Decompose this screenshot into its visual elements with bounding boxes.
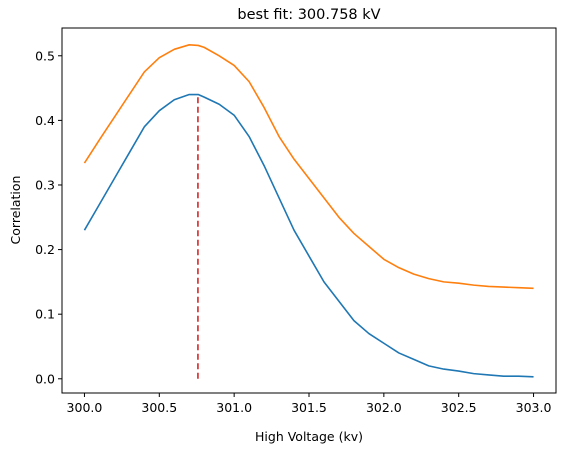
y-tick-label: 0.4 [35, 113, 55, 128]
x-axis-label: High Voltage (kv) [255, 429, 363, 444]
x-tick-label: 301.0 [216, 400, 252, 415]
y-tick-label: 0.0 [35, 371, 55, 386]
y-tick-label: 0.3 [35, 177, 55, 192]
y-tick-label: 0.5 [35, 48, 55, 63]
x-tick-label: 302.0 [366, 400, 402, 415]
x-tick-label: 303.0 [516, 400, 552, 415]
y-tick-label: 0.1 [35, 307, 55, 322]
y-axis-label: Correlation [8, 176, 23, 245]
series-line-2 [83, 43, 534, 290]
plot-area [83, 43, 534, 379]
y-tick-label: 0.2 [35, 242, 55, 257]
y-axis: 0.0 0.1 0.2 0.3 0.4 0.5 [35, 48, 62, 386]
x-tick-label: 302.5 [441, 400, 477, 415]
series-line-1 [83, 93, 534, 378]
x-tick-label: 300.5 [141, 400, 177, 415]
x-tick-label: 301.5 [291, 400, 327, 415]
x-tick-label: 300.0 [67, 400, 103, 415]
axes-frame [61, 27, 557, 394]
chart-title: best fit: 300.758 kV [237, 7, 380, 23]
x-axis: 300.0 300.5 301.0 301.5 302.0 302.5 303.0 [67, 393, 552, 415]
